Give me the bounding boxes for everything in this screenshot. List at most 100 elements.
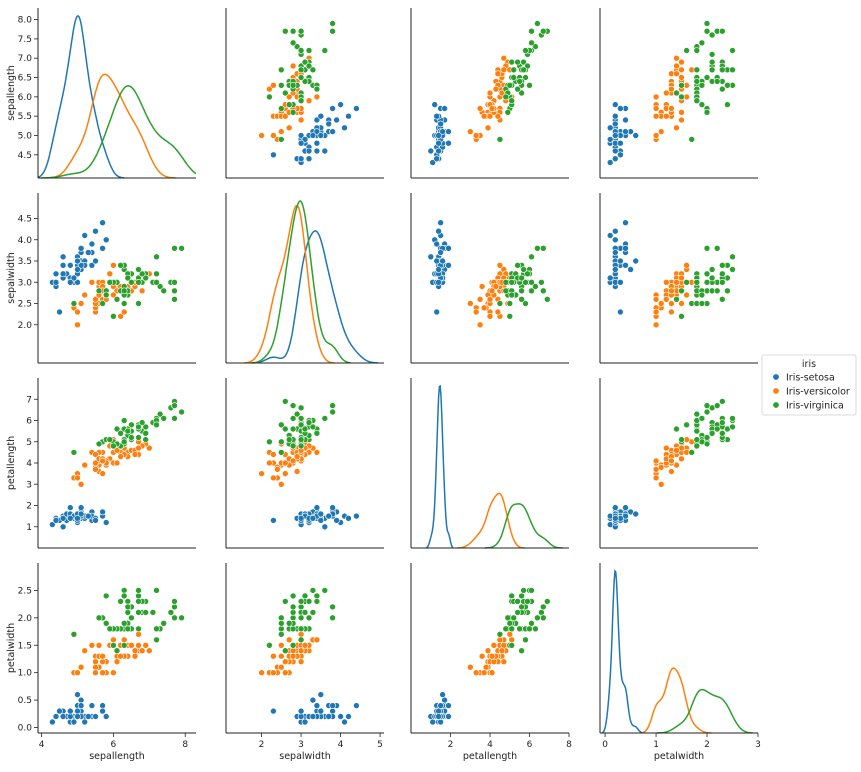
point-iris-virginica xyxy=(518,89,525,97)
point-iris-versicolor xyxy=(138,647,146,655)
point-iris-virginica xyxy=(178,408,185,416)
point-iris-virginica xyxy=(518,287,525,295)
point-iris-virginica xyxy=(309,587,317,594)
point-iris-virginica xyxy=(713,78,721,85)
point-iris-virginica xyxy=(508,97,516,104)
point-iris-virginica xyxy=(718,270,726,278)
point-iris-setosa xyxy=(52,517,60,524)
point-iris-virginica xyxy=(524,270,531,278)
kde-curve-iris-versicolor xyxy=(47,73,177,179)
point-iris-virginica xyxy=(514,85,521,93)
point-iris-virginica xyxy=(543,598,551,605)
point-iris-virginica xyxy=(520,587,527,594)
point-iris-virginica xyxy=(160,287,167,295)
y-tick-label: 7.0 xyxy=(18,54,33,64)
point-iris-virginica xyxy=(297,598,305,605)
point-iris-versicolor xyxy=(466,663,474,671)
point-iris-versicolor xyxy=(274,466,281,473)
point-iris-virginica xyxy=(539,245,547,252)
point-iris-virginica xyxy=(321,587,329,594)
point-iris-virginica xyxy=(289,592,297,600)
y-axis-label-petalwidth: petalwidth xyxy=(6,623,17,673)
point-iris-virginica xyxy=(266,641,273,649)
point-iris-virginica xyxy=(506,82,514,89)
point-iris-virginica xyxy=(153,253,160,261)
point-iris-virginica xyxy=(496,630,504,638)
point-iris-virginica xyxy=(297,27,305,35)
point-iris-virginica xyxy=(506,312,514,320)
point-iris-setosa xyxy=(270,707,277,715)
point-iris-versicolor xyxy=(492,85,500,93)
point-iris-versicolor xyxy=(683,291,690,299)
point-iris-versicolor xyxy=(281,470,289,477)
point-iris-setosa xyxy=(77,245,85,252)
point-iris-versicolor xyxy=(277,663,285,671)
point-iris-setosa xyxy=(329,128,336,135)
point-iris-versicolor xyxy=(74,474,81,482)
panel-petallength-vs-sepalwidth xyxy=(225,378,384,549)
y-axis-label-sepallength: sepallength xyxy=(6,65,17,121)
point-iris-virginica xyxy=(522,47,529,54)
y-tick-label: 2.0 xyxy=(18,614,33,624)
point-iris-virginica xyxy=(729,415,736,422)
point-iris-virginica xyxy=(698,415,706,422)
point-iris-setosa xyxy=(70,718,78,726)
point-iris-virginica xyxy=(724,82,731,89)
point-iris-versicolor xyxy=(476,295,484,303)
point-iris-setosa xyxy=(606,274,614,282)
x-tick-label: 4 xyxy=(338,740,344,750)
point-iris-versicolor xyxy=(478,283,486,290)
legend-box xyxy=(761,354,857,416)
point-iris-virginica xyxy=(528,253,535,261)
point-iris-virginica xyxy=(120,592,128,600)
point-iris-versicolor xyxy=(494,112,502,120)
point-iris-virginica xyxy=(703,74,711,81)
point-iris-virginica xyxy=(321,415,329,422)
point-iris-virginica xyxy=(502,625,510,633)
point-iris-virginica xyxy=(289,109,297,116)
point-iris-setosa xyxy=(59,270,67,278)
point-iris-virginica xyxy=(95,287,103,295)
point-iris-setosa xyxy=(297,132,305,139)
point-iris-virginica xyxy=(329,614,336,622)
point-iris-setosa xyxy=(99,707,106,715)
point-iris-versicolor xyxy=(652,474,660,482)
point-iris-versicolor xyxy=(494,308,502,316)
point-iris-virginica xyxy=(321,47,329,54)
point-iris-virginica xyxy=(135,598,142,605)
point-iris-setosa xyxy=(270,517,277,524)
point-iris-virginica xyxy=(516,625,523,633)
point-iris-versicolor xyxy=(480,669,488,677)
point-iris-virginica xyxy=(313,429,321,437)
panel-petallength-vs-petallength xyxy=(410,378,569,549)
point-iris-virginica xyxy=(135,592,142,600)
point-iris-virginica xyxy=(153,421,160,429)
point-iris-virginica xyxy=(160,619,167,627)
point-iris-versicolor xyxy=(673,62,680,70)
point-iris-versicolor xyxy=(484,647,492,655)
point-iris-virginica xyxy=(70,449,78,456)
point-iris-versicolor xyxy=(110,261,117,269)
point-iris-virginica xyxy=(277,82,285,89)
point-iris-versicolor xyxy=(662,112,670,120)
point-iris-versicolor xyxy=(270,132,277,139)
point-iris-virginica xyxy=(698,291,706,299)
point-iris-virginica xyxy=(539,603,547,611)
point-iris-virginica xyxy=(277,438,285,446)
point-iris-virginica xyxy=(502,93,510,101)
point-iris-setosa xyxy=(59,253,67,261)
point-iris-virginica xyxy=(703,402,711,409)
point-iris-setosa xyxy=(67,514,74,522)
point-iris-virginica xyxy=(297,66,305,74)
point-iris-versicolor xyxy=(281,658,289,666)
x-tick-label: 5 xyxy=(377,740,383,750)
point-iris-virginica xyxy=(502,278,510,286)
point-iris-virginica xyxy=(281,598,289,605)
point-iris-virginica xyxy=(135,625,142,633)
point-iris-virginica xyxy=(289,442,297,450)
point-iris-versicolor xyxy=(285,636,293,644)
point-iris-virginica xyxy=(518,295,525,303)
point-iris-virginica xyxy=(534,614,541,622)
y-tick-label: 2.0 xyxy=(18,321,33,331)
